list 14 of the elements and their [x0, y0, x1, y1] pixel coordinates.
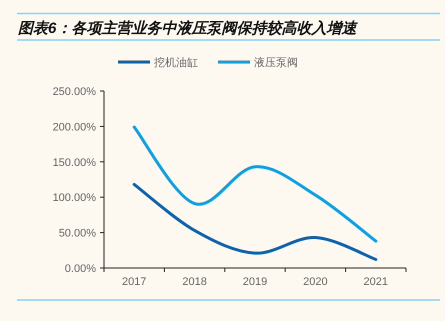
- x-tick-label: 2021: [364, 276, 388, 288]
- legend-label: 液压泵阀: [254, 56, 298, 69]
- y-tick-label: 0.00%: [64, 263, 96, 275]
- x-tick-label: 2019: [242, 276, 268, 288]
- y-tick-label: 150.00%: [52, 156, 96, 169]
- y-tick-label: 250.00%: [52, 86, 96, 98]
- y-tick-label: 50.00%: [58, 228, 96, 240]
- x-tick-label: 2020: [303, 276, 328, 288]
- x-tick-label: 2018: [182, 276, 207, 288]
- x-tick-label: 2017: [122, 276, 146, 288]
- legend-label: 挖机油缸: [154, 56, 198, 69]
- title: 图表6：各项主营业务中液压泵阀保持较高收入增速: [18, 20, 356, 37]
- y-tick-label: 200.00%: [52, 121, 96, 134]
- y-tick-label: 100.00%: [52, 192, 96, 204]
